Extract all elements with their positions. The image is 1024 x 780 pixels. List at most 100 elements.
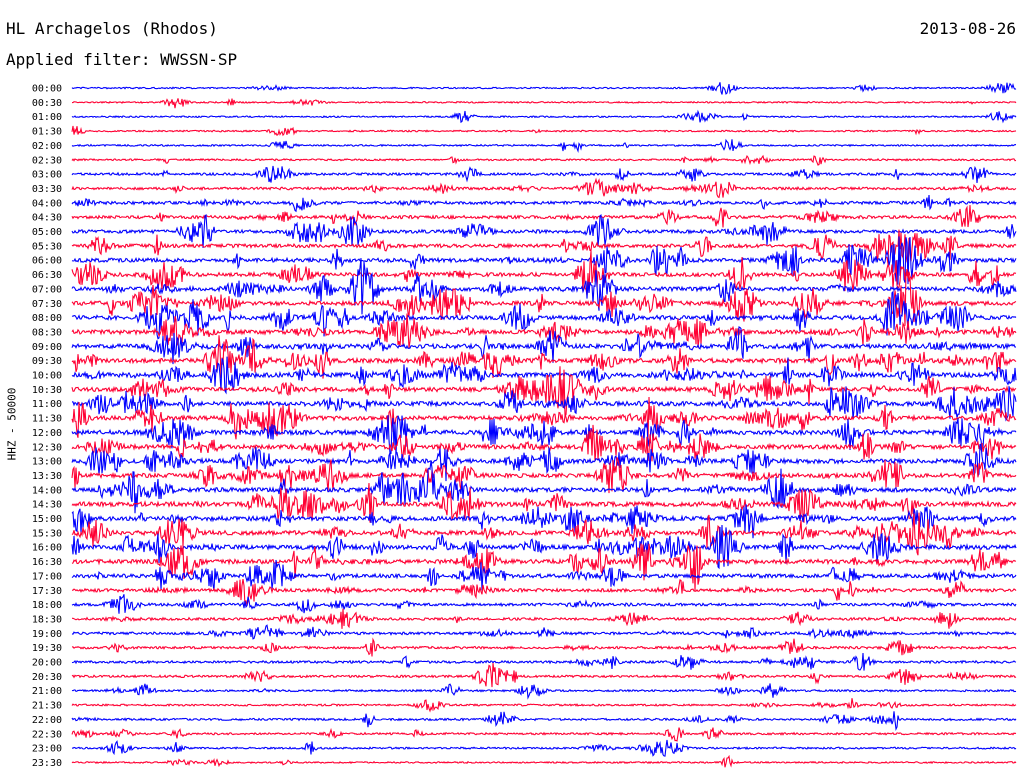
trace-1000 — [71, 356, 1017, 395]
trace-1800 — [71, 594, 1017, 614]
trace-0800 — [71, 290, 1017, 340]
trace-1330 — [71, 457, 1017, 494]
time-tick-0030: 00:30 — [32, 98, 62, 109]
time-tick-1200: 12:00 — [32, 428, 62, 439]
trace-0330 — [71, 177, 1017, 199]
time-tick-1400: 14:00 — [32, 485, 62, 496]
trace-0000 — [71, 82, 1017, 95]
time-tick-2130: 21:30 — [32, 701, 62, 712]
trace-0030 — [72, 98, 1017, 109]
time-tick-0200: 02:00 — [32, 141, 62, 152]
time-tick-1430: 14:30 — [32, 500, 62, 511]
trace-1700 — [71, 559, 1017, 591]
time-tick-0400: 04:00 — [32, 198, 62, 209]
time-tick-0000: 00:00 — [32, 84, 62, 95]
trace-1300 — [71, 443, 1017, 482]
trace-0830 — [71, 313, 1017, 349]
time-tick-0300: 03:00 — [32, 170, 62, 181]
time-tick-1730: 17:30 — [32, 586, 62, 597]
trace-1730 — [72, 579, 1017, 606]
trace-2330 — [71, 754, 1017, 768]
station-title: HL Archagelos (Rhodos) — [6, 19, 218, 38]
trace-2300 — [71, 739, 1017, 757]
time-tick-2330: 23:30 — [32, 758, 62, 769]
trace-2000 — [71, 652, 1017, 671]
trace-1630 — [71, 543, 1017, 591]
time-tick-1500: 15:00 — [32, 514, 62, 525]
trace-0630 — [71, 250, 1017, 296]
time-tick-0700: 07:00 — [32, 284, 62, 295]
trace-0900 — [71, 326, 1017, 365]
seismic-traces — [71, 82, 1017, 768]
trace-1030 — [71, 366, 1017, 417]
time-tick-2300: 23:00 — [32, 744, 62, 755]
trace-2100 — [71, 683, 1017, 700]
time-tick-1130: 11:30 — [32, 414, 62, 425]
trace-2130 — [71, 698, 1017, 713]
time-tick-1530: 15:30 — [32, 528, 62, 539]
time-tick-1000: 10:00 — [32, 371, 62, 382]
time-tick-1600: 16:00 — [32, 543, 62, 554]
trace-0500 — [71, 213, 1017, 248]
trace-1500 — [71, 504, 1017, 539]
time-tick-0600: 06:00 — [32, 256, 62, 267]
trace-1900 — [71, 624, 1017, 640]
time-tick-0630: 06:30 — [32, 270, 62, 281]
time-tick-2200: 22:00 — [32, 715, 62, 726]
trace-1930 — [71, 637, 1017, 657]
time-tick-2100: 21:00 — [32, 686, 62, 697]
trace-0530 — [71, 229, 1017, 264]
time-tick-1630: 16:30 — [32, 557, 62, 568]
trace-0300 — [71, 165, 1017, 183]
time-tick-1030: 10:30 — [32, 385, 62, 396]
time-tick-1900: 19:00 — [32, 629, 62, 640]
time-tick-2230: 22:30 — [32, 729, 62, 740]
time-tick-0900: 09:00 — [32, 342, 62, 353]
trace-0230 — [71, 154, 1017, 166]
trace-0430 — [71, 205, 1017, 228]
trace-0700 — [71, 258, 1017, 315]
trace-1600 — [71, 524, 1017, 570]
trace-2230 — [71, 727, 1017, 742]
time-tick-0330: 03:30 — [32, 184, 62, 195]
trace-1230 — [71, 424, 1017, 462]
trace-1200 — [71, 415, 1017, 456]
time-tick-1300: 13:00 — [32, 457, 62, 468]
time-tick-1100: 11:00 — [32, 399, 62, 410]
trace-0400 — [71, 194, 1017, 213]
time-tick-0800: 08:00 — [32, 313, 62, 324]
time-tick-0500: 05:00 — [32, 227, 62, 238]
trace-0200 — [71, 138, 1017, 154]
time-tick-2030: 20:30 — [32, 672, 62, 683]
time-tick-2000: 20:00 — [32, 658, 62, 669]
trace-2030 — [71, 662, 1017, 688]
trace-2200 — [71, 711, 1017, 732]
time-tick-1230: 12:30 — [32, 442, 62, 453]
trace-0930 — [71, 335, 1017, 379]
trace-0600 — [71, 236, 1017, 285]
time-tick-1930: 19:30 — [32, 643, 62, 654]
time-tick-0130: 01:30 — [32, 127, 62, 138]
time-tick-0530: 05:30 — [32, 241, 62, 252]
time-tick-1700: 17:00 — [32, 571, 62, 582]
trace-1430 — [71, 483, 1017, 523]
trace-1100 — [71, 386, 1017, 422]
filter-label: Applied filter: WWSSN-SP — [6, 50, 238, 69]
time-tick-0100: 01:00 — [32, 112, 62, 123]
record-date: 2013-08-26 — [919, 19, 1016, 38]
time-tick-0830: 08:30 — [32, 327, 62, 338]
time-tick-1830: 18:30 — [32, 614, 62, 625]
time-tick-1330: 13:30 — [32, 471, 62, 482]
trace-0730 — [71, 272, 1017, 326]
trace-1830 — [72, 608, 1017, 629]
trace-0130 — [71, 125, 1017, 137]
time-tick-labels: 00:00 00:30 01:00 01:30 02:00 02:30 03:00 03:30… — [32, 84, 62, 769]
time-tick-0930: 09:30 — [32, 356, 62, 367]
time-tick-0730: 07:30 — [32, 299, 62, 310]
time-tick-1800: 18:00 — [32, 600, 62, 611]
time-tick-0230: 02:30 — [32, 155, 62, 166]
time-tick-0430: 04:30 — [32, 213, 62, 224]
trace-0100 — [71, 109, 1017, 124]
trace-1530 — [71, 512, 1017, 556]
